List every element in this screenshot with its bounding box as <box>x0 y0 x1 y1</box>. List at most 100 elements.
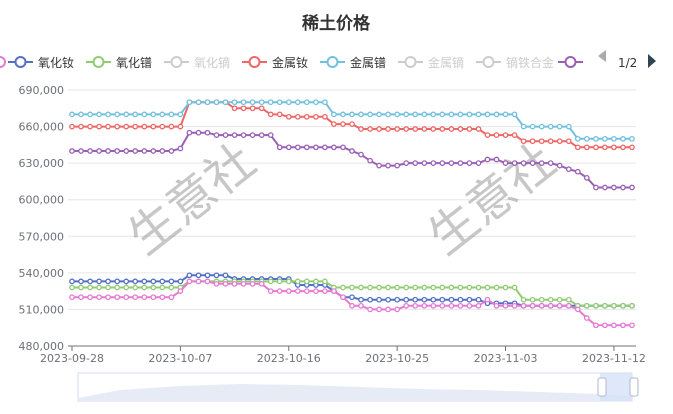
data-point <box>69 294 75 301</box>
data-point <box>87 148 93 154</box>
data-point <box>168 111 175 118</box>
data-point <box>538 302 545 309</box>
data-point <box>168 148 175 154</box>
data-point <box>159 284 166 291</box>
data-point <box>322 288 328 294</box>
data-point <box>276 288 283 294</box>
data-point <box>493 132 500 138</box>
data-point <box>583 144 590 151</box>
data-point <box>466 284 473 291</box>
data-point <box>620 322 626 329</box>
data-point <box>466 111 473 118</box>
y-tick-label: 690,000 <box>19 84 65 97</box>
legend-item[interactable] <box>0 56 6 68</box>
data-point <box>159 111 166 118</box>
y-tick-label: 630,000 <box>19 157 65 170</box>
data-point <box>430 296 437 303</box>
legend-item[interactable]: 金属钕 <box>242 55 308 70</box>
data-point <box>538 138 545 145</box>
data-point <box>150 284 157 291</box>
y-tick-label: 510,000 <box>19 303 65 316</box>
data-point <box>141 278 148 285</box>
data-point <box>87 111 93 118</box>
data-point <box>412 160 419 166</box>
data-point <box>331 144 337 151</box>
legend-marker-icon <box>14 56 27 68</box>
data-point <box>276 278 283 285</box>
data-point <box>448 284 455 291</box>
data-point <box>593 144 599 151</box>
legend-pager: 1/2 <box>598 50 656 70</box>
data-point <box>448 296 455 303</box>
data-point <box>484 111 491 118</box>
data-point <box>204 272 211 279</box>
data-point <box>313 99 319 106</box>
data-point <box>240 132 247 138</box>
data-point <box>556 138 563 145</box>
legend-label: 金属钕 <box>272 55 308 70</box>
x-tick-label: 2023-11-12 <box>582 352 646 365</box>
data-point <box>114 284 121 291</box>
data-point <box>385 296 391 303</box>
data-point <box>222 272 229 279</box>
data-point <box>349 148 355 154</box>
data-point <box>340 284 346 291</box>
data-point <box>583 302 590 309</box>
legend-item[interactable]: 氧化钕 <box>8 55 74 70</box>
data-point <box>439 284 446 291</box>
data-point <box>303 144 310 151</box>
legend-prev-icon[interactable] <box>598 50 606 62</box>
series <box>69 278 635 329</box>
data-point <box>132 123 139 130</box>
legend-next-icon[interactable] <box>648 54 656 68</box>
data-point <box>213 132 220 138</box>
data-point <box>430 126 437 132</box>
legend-item[interactable]: 金属镝 <box>398 55 464 70</box>
data-point <box>602 144 608 151</box>
data-point <box>538 123 545 130</box>
data-point <box>629 144 635 151</box>
data-point <box>475 111 482 118</box>
data-point <box>358 126 364 132</box>
legend-marker-icon <box>0 56 6 68</box>
data-point <box>376 126 382 132</box>
data-point <box>565 138 572 145</box>
data-point <box>186 129 193 136</box>
data-point <box>403 126 410 132</box>
legend-marker-icon <box>404 56 417 68</box>
data-zoom-handle-left[interactable] <box>597 377 607 397</box>
data-point <box>177 111 184 118</box>
data-point <box>231 280 238 287</box>
data-point <box>114 111 121 118</box>
data-point <box>385 162 391 169</box>
data-point <box>457 111 464 118</box>
data-point <box>421 302 428 309</box>
legend-item[interactable]: 镝铁合金 <box>476 55 554 70</box>
data-point <box>457 296 464 303</box>
data-point <box>493 111 500 118</box>
data-point <box>276 99 283 106</box>
legend-marker-icon <box>326 56 339 68</box>
data-point <box>303 278 310 285</box>
data-point <box>240 280 247 287</box>
data-point <box>430 302 437 309</box>
data-point <box>529 302 536 309</box>
data-point <box>69 148 75 154</box>
legend-item[interactable]: 金属镨 <box>320 55 386 70</box>
data-point <box>475 296 482 303</box>
data-point <box>439 111 446 118</box>
legend-item[interactable]: 氧化镨 <box>86 55 152 70</box>
chart-title: 稀土价格 <box>302 13 371 34</box>
data-point <box>213 280 220 287</box>
data-point <box>285 99 292 106</box>
data-point <box>69 278 75 285</box>
legend-item[interactable]: 氧化镝 <box>164 55 230 70</box>
data-point <box>520 302 527 309</box>
legend-item[interactable] <box>558 56 583 68</box>
data-point <box>78 148 84 154</box>
data-zoom-handle-right[interactable] <box>629 377 639 397</box>
data-point <box>367 126 373 132</box>
data-point <box>69 123 75 130</box>
data-zoom[interactable] <box>77 372 639 402</box>
